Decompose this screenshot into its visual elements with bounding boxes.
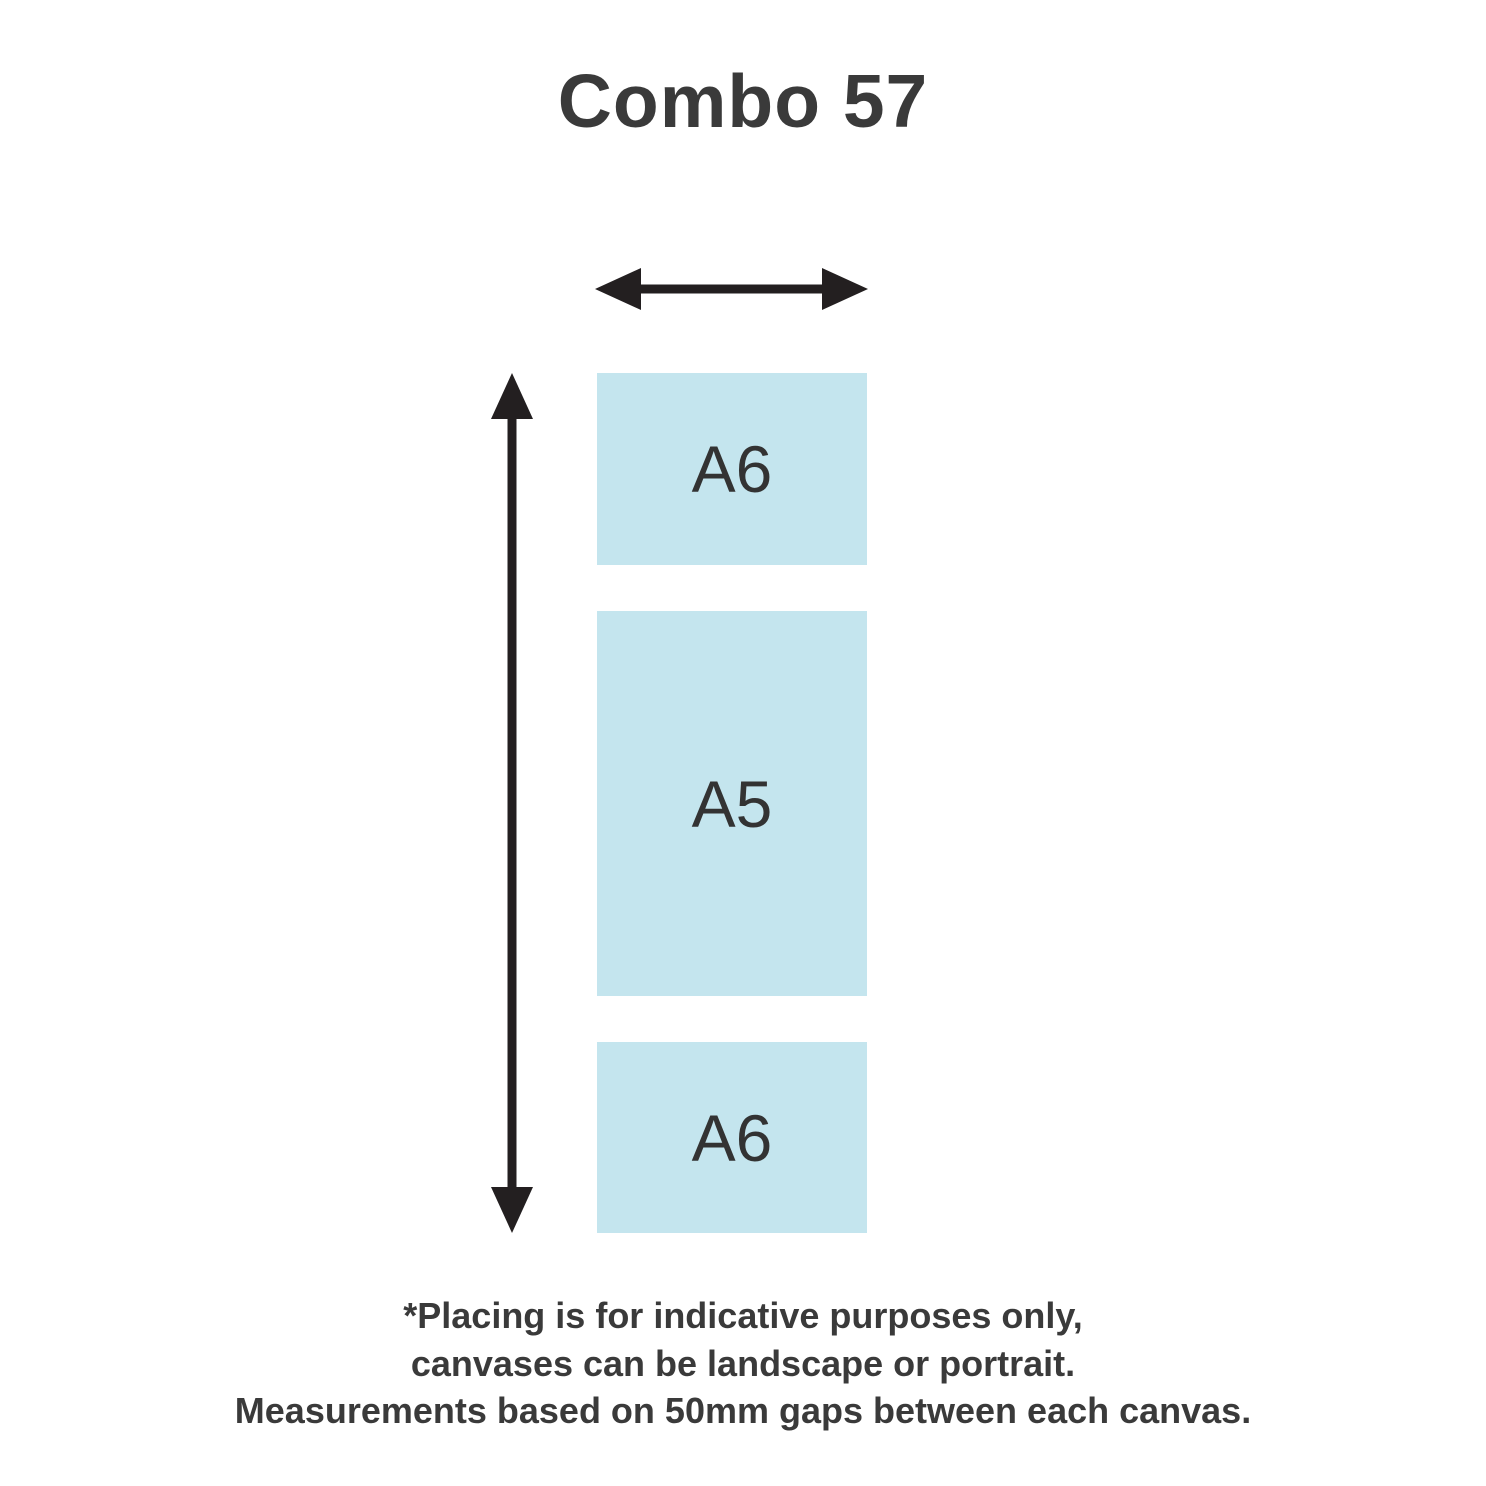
page-title: Combo 57: [557, 59, 929, 143]
vertical-height-arrow-icon: [491, 373, 533, 1233]
canvas-size-label: A5: [691, 766, 773, 841]
footnote-line-2: canvases can be landscape or portrait.: [410, 1342, 1076, 1384]
footnote-line-1: *Placing is for indicative purposes only…: [403, 1295, 1083, 1336]
footnote: *Placing is for indicative purposes only…: [0, 1292, 1486, 1435]
footnote-line-3: Measurements based on 50mm gaps between …: [234, 1390, 1252, 1432]
canvas-a6-bottom: A6: [597, 1042, 867, 1233]
horizontal-width-arrow-icon: [595, 268, 868, 310]
canvas-size-label: A6: [691, 1100, 773, 1175]
canvas-a5-middle: A5: [597, 611, 867, 996]
canvas-size-label: A6: [691, 432, 773, 506]
canvas-a6-top: A6: [597, 373, 867, 565]
